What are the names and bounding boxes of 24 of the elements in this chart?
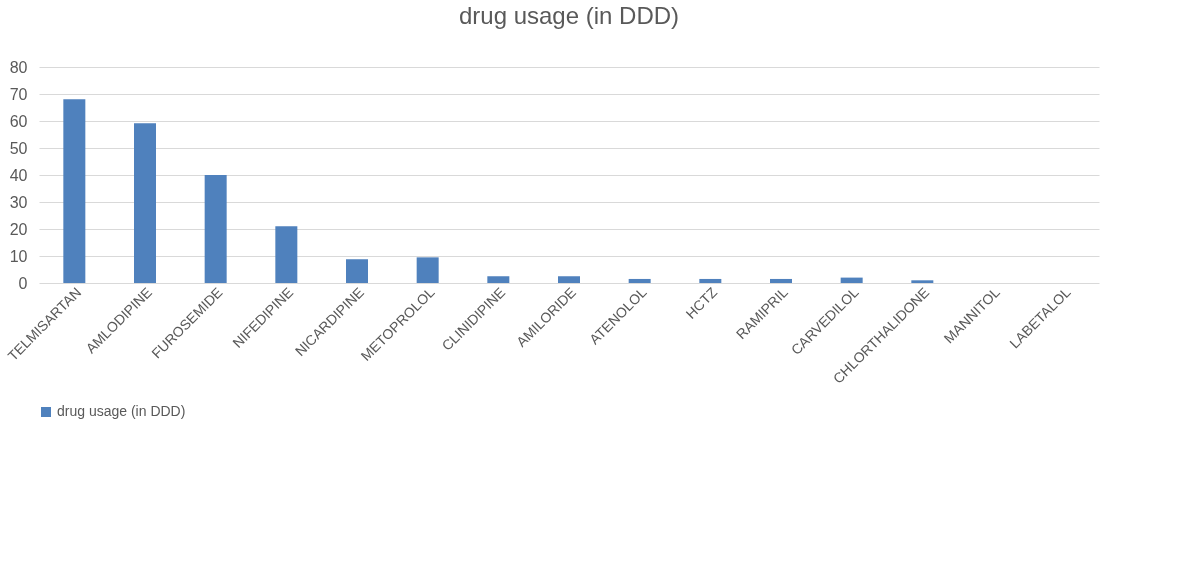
y-tick-label: 0 xyxy=(18,274,28,292)
legend-label: drug usage (in DDD) xyxy=(57,403,186,419)
bar xyxy=(840,277,863,283)
y-tick-label: 30 xyxy=(9,193,28,211)
y-tick-label: 80 xyxy=(9,58,28,76)
y-tick-label: 40 xyxy=(9,166,28,184)
bar xyxy=(346,259,368,283)
bar xyxy=(558,276,580,283)
bar xyxy=(416,257,439,283)
y-tick-label: 60 xyxy=(9,112,28,130)
y-tick-label: 20 xyxy=(9,220,28,238)
bar xyxy=(699,278,722,283)
bar xyxy=(204,175,227,283)
bar xyxy=(628,278,651,283)
bar xyxy=(770,278,792,283)
bar xyxy=(911,280,934,283)
bar xyxy=(134,123,156,283)
y-tick-label: 50 xyxy=(9,139,28,157)
y-tick-label: 10 xyxy=(9,247,28,265)
y-tick-label: 70 xyxy=(9,85,28,103)
bar xyxy=(63,99,86,283)
bar xyxy=(487,276,510,283)
chart-title: drug usage (in DDD) xyxy=(458,2,680,29)
bar xyxy=(275,226,298,283)
